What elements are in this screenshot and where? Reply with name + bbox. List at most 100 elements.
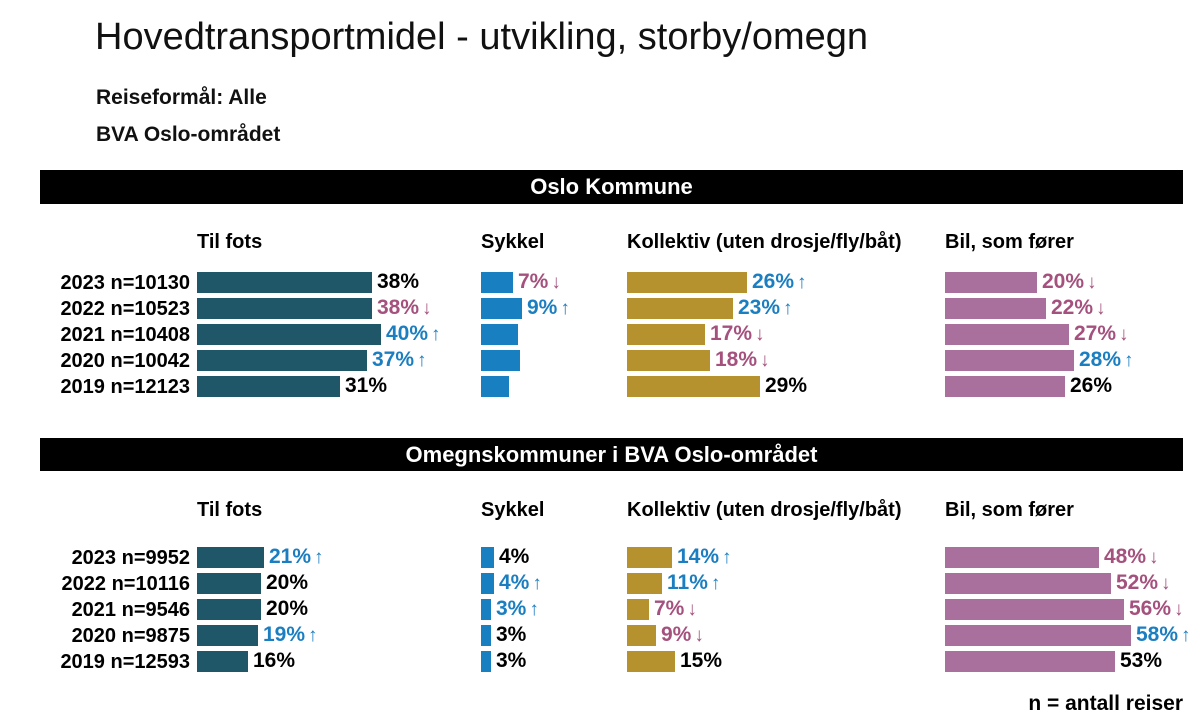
trend-down-arrow-icon: ↓ <box>1087 272 1097 293</box>
bar <box>627 272 747 293</box>
value-label: 9% ↓ <box>661 624 704 647</box>
value-label: 17% ↓ <box>710 323 765 346</box>
value-label: 38% <box>377 271 419 294</box>
row-label: 2023 n=10130 <box>60 272 190 294</box>
value-label: 20% ↓ <box>1042 271 1097 294</box>
bar <box>945 573 1111 594</box>
trend-up-arrow-icon: ↑ <box>710 573 721 594</box>
bar <box>627 547 672 568</box>
trend-up-arrow-icon: ↑ <box>1124 350 1134 371</box>
value-label: 7% ↓ <box>518 271 561 294</box>
value-label: 4% ↑ <box>499 572 542 595</box>
bar <box>197 324 381 345</box>
trend-up-arrow-icon: ↑ <box>560 298 570 319</box>
row-label: 2022 n=10523 <box>60 298 190 320</box>
value-text: 23% <box>738 296 781 319</box>
value-text: 18% <box>715 348 758 371</box>
row-label: 2023 n=9952 <box>71 547 190 569</box>
bar <box>945 298 1046 319</box>
bar <box>197 272 372 293</box>
value-text: 48% <box>1104 545 1147 568</box>
value-label: 14% ↑ <box>677 546 732 569</box>
value-text: 11% <box>667 571 708 594</box>
value-label: 18% ↓ <box>715 349 770 372</box>
value-text: 7% <box>518 270 549 293</box>
bar <box>945 651 1115 672</box>
bar <box>627 625 656 646</box>
bar <box>481 272 513 293</box>
value-label: 29% <box>765 375 807 398</box>
bar <box>197 298 372 319</box>
column-header: Bil, som fører <box>945 499 1074 521</box>
trend-down-arrow-icon: ↓ <box>1119 324 1129 345</box>
row-label: 2019 n=12123 <box>60 376 190 398</box>
value-label: 37% ↑ <box>372 349 427 372</box>
bar <box>481 324 518 345</box>
bar <box>481 625 491 646</box>
value-text: 15% <box>680 649 723 672</box>
value-label: 20% <box>266 598 308 621</box>
value-text: 37% <box>372 348 415 371</box>
bar <box>481 547 494 568</box>
column-header: Til fots <box>197 499 263 521</box>
bar <box>481 376 509 397</box>
trend-up-arrow-icon: ↑ <box>314 547 324 568</box>
value-text: 20% <box>266 571 309 594</box>
value-text: 29% <box>765 374 808 397</box>
bar <box>627 376 760 397</box>
value-label: 56% ↓ <box>1129 598 1184 621</box>
value-text: 3% <box>496 623 527 646</box>
value-text: 9% <box>527 296 558 319</box>
value-text: 38% <box>377 296 420 319</box>
value-label: 21% ↑ <box>269 546 324 569</box>
value-text: 26% <box>1070 374 1113 397</box>
column-header: Sykkel <box>481 499 545 521</box>
value-label: 4% <box>499 546 529 569</box>
column-header: Kollektiv (uten drosje/fly/båt) <box>627 231 902 253</box>
value-text: 17% <box>710 322 753 345</box>
trend-down-arrow-icon: ↓ <box>551 272 561 293</box>
value-text: 52% <box>1116 571 1159 594</box>
value-label: 26% ↑ <box>752 271 807 294</box>
value-text: 4% <box>499 545 530 568</box>
value-label: 16% <box>253 650 295 673</box>
bar <box>481 298 522 319</box>
value-label: 3% <box>496 650 526 673</box>
column-header: Til fots <box>197 231 263 253</box>
bar <box>627 651 675 672</box>
value-text: 21% <box>269 545 312 568</box>
trend-down-arrow-icon: ↓ <box>1096 298 1106 319</box>
column-header: Sykkel <box>481 231 545 253</box>
row-label: 2022 n=10116 <box>61 573 190 595</box>
value-label: 48% ↓ <box>1104 546 1159 569</box>
trend-down-arrow-icon: ↓ <box>1149 547 1159 568</box>
subtitle-area: BVA Oslo-området <box>96 123 281 146</box>
footnote-n-definition: n = antall reiser <box>1028 692 1183 715</box>
bar <box>627 324 705 345</box>
value-label: 38% ↓ <box>377 297 432 320</box>
value-text: 40% <box>386 322 429 345</box>
value-text: 22% <box>1051 296 1094 319</box>
bar <box>481 651 491 672</box>
bar <box>197 350 367 371</box>
trend-up-arrow-icon: ↑ <box>783 298 793 319</box>
section-banner: Omegnskommuner i BVA Oslo-området <box>40 438 1183 471</box>
value-text: 38% <box>377 270 420 293</box>
subtitle-reiseformal: Reiseformål: Alle <box>96 86 267 109</box>
value-text: 31% <box>345 374 388 397</box>
value-label: 40% ↑ <box>386 323 441 346</box>
bar <box>197 547 264 568</box>
value-label: 26% <box>1070 375 1112 398</box>
bar <box>197 573 261 594</box>
bar <box>945 350 1074 371</box>
trend-down-arrow-icon: ↓ <box>755 324 765 345</box>
row-label: 2020 n=10042 <box>60 350 190 372</box>
trend-up-arrow-icon: ↑ <box>529 599 539 620</box>
value-label: 9% ↑ <box>527 297 570 320</box>
value-label: 58% ↑ <box>1136 624 1191 647</box>
value-text: 56% <box>1129 597 1172 620</box>
bar <box>197 651 248 672</box>
value-label: 3% ↑ <box>496 598 539 621</box>
value-text: 26% <box>752 270 795 293</box>
